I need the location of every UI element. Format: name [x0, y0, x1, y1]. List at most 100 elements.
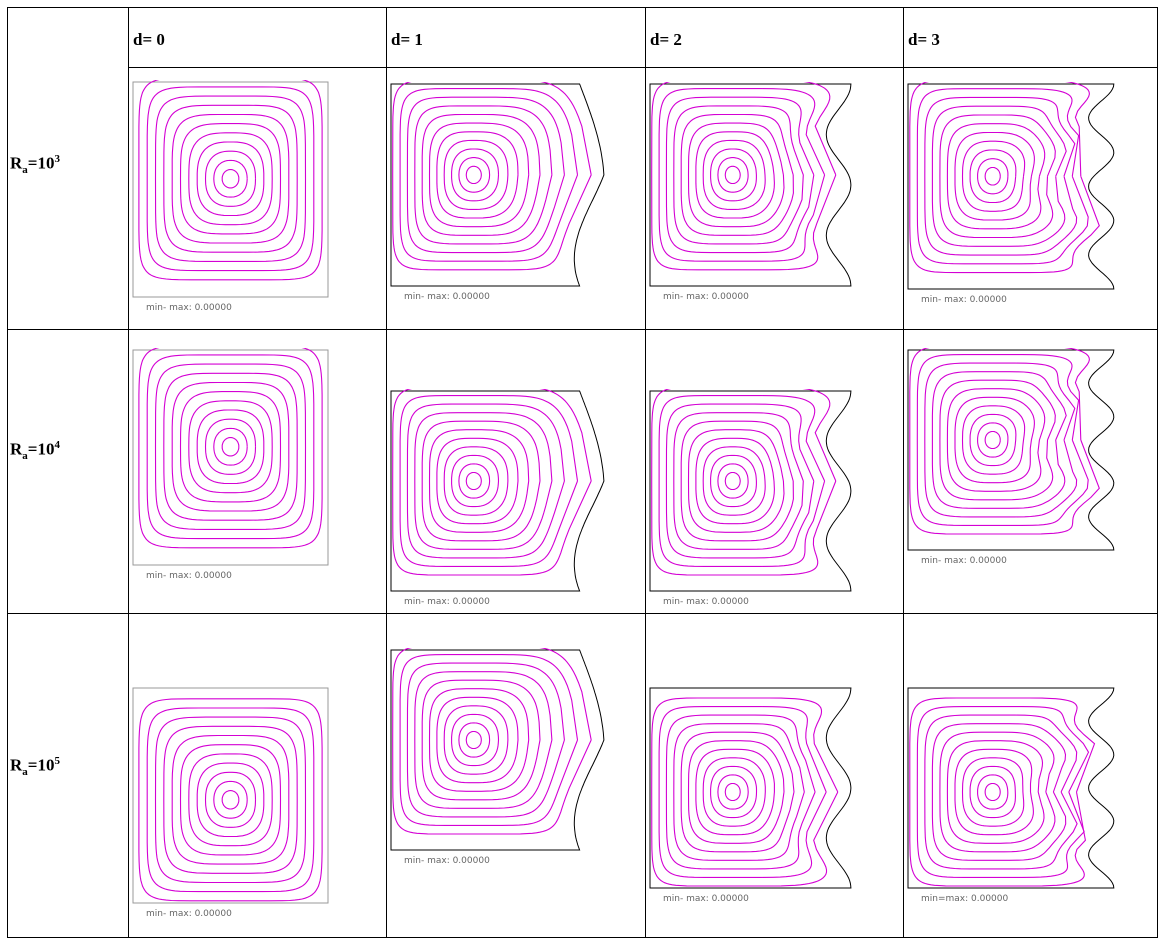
streamline: [465, 471, 482, 491]
streamline: [204, 418, 257, 475]
streamline: [931, 105, 1067, 247]
streamline: [702, 446, 766, 516]
streamline: [204, 150, 257, 207]
streamline: [196, 762, 265, 838]
cavity-boundary: [132, 81, 329, 298]
streamline: [702, 757, 766, 827]
streamline: [717, 774, 749, 810]
streamline-plot: [390, 82, 605, 287]
plot-caption: min- max: 0.00000: [663, 597, 749, 607]
streamline: [651, 389, 837, 576]
streamline: [909, 348, 1100, 535]
plot-caption: min=max: 0.00000: [921, 894, 1009, 904]
streamline-plot: [132, 687, 329, 904]
plot-caption: min- max: 0.00000: [404, 597, 490, 607]
streamline: [138, 348, 323, 549]
streamline: [673, 412, 804, 550]
streamline: [961, 757, 1025, 827]
streamline: [451, 713, 500, 767]
streamline: [909, 82, 1100, 274]
plot-caption: min- max: 0.00000: [921, 556, 1007, 566]
streamline: [399, 654, 579, 826]
streamline: [961, 405, 1026, 475]
streamline: [954, 131, 1035, 221]
streamline: [710, 454, 757, 508]
column-header-d0: d= 0: [133, 30, 165, 49]
streamline: [163, 104, 298, 253]
streamline: [458, 722, 491, 758]
streamline: [695, 437, 775, 525]
streamline: [451, 454, 500, 508]
streamline: [717, 157, 749, 193]
streamline: [977, 774, 1009, 810]
plot-caption: min- max: 0.00000: [921, 295, 1007, 305]
streamline: [673, 723, 805, 861]
streamline: [961, 140, 1026, 212]
row-label-sub: a: [22, 164, 28, 177]
streamline: [458, 463, 491, 499]
streamline: [179, 391, 282, 503]
streamline: [213, 427, 248, 466]
streamline: [443, 139, 509, 210]
row-label-sub: a: [22, 766, 28, 779]
streamline: [146, 354, 315, 540]
streamline: [673, 105, 804, 245]
streamline: [984, 166, 1001, 186]
streamline: [414, 105, 553, 245]
cavity-boundary: [907, 687, 1115, 889]
streamline: [931, 723, 1067, 861]
column-header-d2: d= 2: [650, 30, 682, 49]
streamline: [179, 744, 282, 856]
streamline: [969, 413, 1017, 467]
cavity-boundary: [907, 349, 1115, 551]
row-label-mid: =10: [27, 755, 55, 775]
streamline-plot: [649, 82, 852, 287]
streamline: [977, 158, 1009, 195]
streamline: [154, 95, 307, 262]
row-label-prefix: R: [10, 755, 23, 775]
streamline: [428, 688, 530, 792]
streamline: [695, 131, 775, 219]
streamline: [188, 400, 273, 494]
streamline: [916, 706, 1090, 878]
streamline: [717, 463, 749, 499]
streamline: [984, 430, 1001, 450]
streamline: [665, 403, 815, 559]
cavity-boundary: [390, 83, 605, 287]
streamline: [680, 420, 794, 542]
streamline: [977, 422, 1009, 458]
streamline: [406, 403, 565, 559]
cavity-boundary: [390, 390, 605, 592]
streamline: [421, 679, 541, 801]
streamline: [954, 396, 1035, 484]
cavity-boundary: [907, 83, 1115, 290]
streamline: [969, 765, 1016, 819]
streamline: [665, 96, 815, 254]
streamline: [179, 123, 282, 235]
row-label-exp: 4: [54, 439, 60, 451]
streamline: [651, 697, 839, 887]
streamline: [969, 149, 1017, 204]
streamline: [724, 471, 741, 491]
streamline: [984, 782, 1001, 802]
row-label-ra5: Ra=105: [10, 755, 60, 778]
streamline: [916, 354, 1089, 526]
streamline: [428, 122, 530, 228]
streamline: [710, 765, 758, 819]
streamline: [458, 157, 491, 193]
streamline: [414, 671, 553, 809]
streamline-plot: [132, 348, 329, 566]
streamline-plot: [649, 389, 852, 592]
streamline: [436, 131, 519, 219]
streamline: [658, 88, 826, 262]
streamline: [171, 113, 290, 244]
streamline-plot: [390, 389, 605, 592]
column-header-d3: d= 3: [908, 30, 940, 49]
streamline: [702, 139, 766, 210]
streamline: [196, 141, 265, 217]
streamline: [163, 725, 298, 874]
streamline: [196, 409, 265, 485]
streamline: [939, 379, 1056, 501]
streamline: [171, 734, 290, 865]
